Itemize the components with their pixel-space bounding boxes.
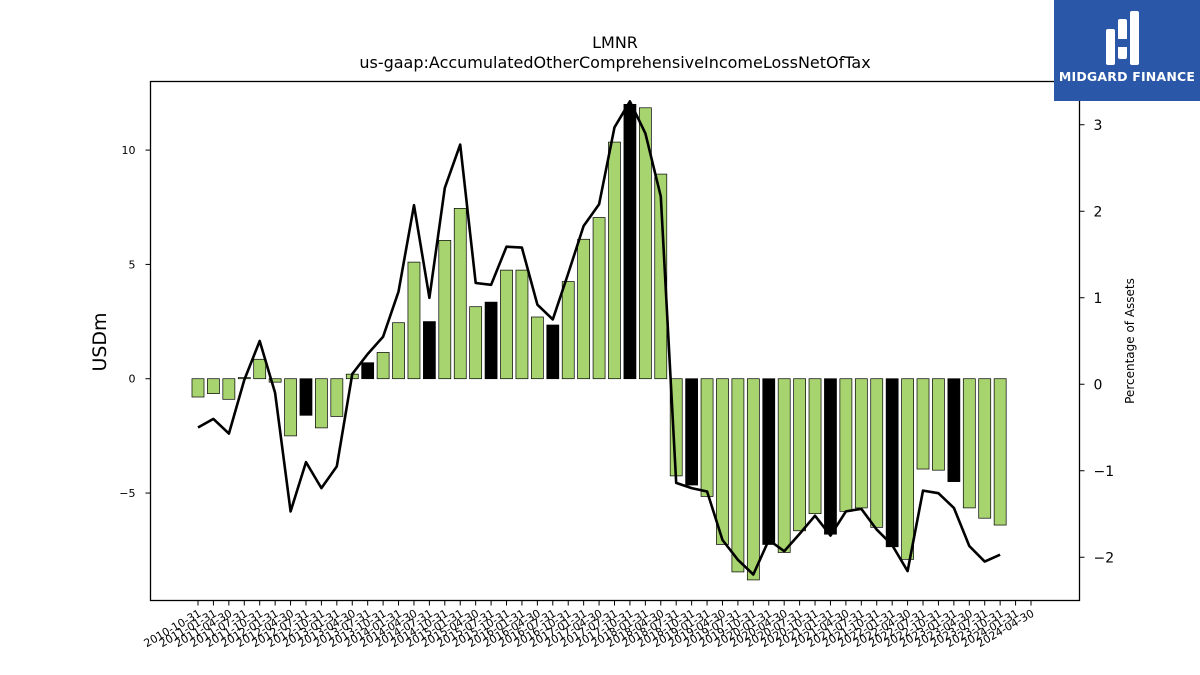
bar-2016-01-31 — [515, 269, 529, 380]
bar-2020-10-31 — [808, 378, 822, 514]
logo-mark-icon — [1106, 11, 1139, 65]
bar-2018-01-31 — [638, 107, 652, 380]
bar-2015-01-31 — [453, 208, 467, 380]
bar-2010-10-31 — [191, 378, 205, 398]
y2-tick-label: −2 — [1094, 550, 1115, 566]
bar-2017-01-31 — [577, 238, 591, 380]
bar-2019-04-30 — [716, 378, 729, 545]
bar-2021-10-31 — [870, 378, 884, 528]
y2-tick-label: −1 — [1094, 464, 1115, 480]
bar-2011-01-31 — [207, 378, 220, 394]
bar-2018-10-31 — [685, 378, 698, 486]
bar-2019-07-31 — [731, 378, 745, 573]
bar-2022-10-31 — [932, 378, 945, 471]
y-tick-label: 0 — [129, 373, 136, 386]
bars-group — [191, 104, 1007, 581]
bar-2012-07-31 — [299, 378, 313, 416]
bar-2014-10-31 — [438, 240, 452, 380]
y-axis-label: USDm — [89, 312, 111, 371]
bar-2013-10-31 — [376, 352, 390, 380]
y2-axis-label: Percentage of Assets — [1123, 278, 1137, 404]
bar-2017-07-31 — [608, 141, 621, 380]
y2-tick-label: 3 — [1094, 118, 1103, 134]
bar-2023-04-30 — [962, 378, 976, 509]
chart-title: LMNR — [592, 33, 638, 52]
bar-2019-10-31 — [746, 378, 760, 581]
bar-2014-07-31 — [423, 321, 436, 380]
bar-2017-10-31 — [623, 104, 637, 380]
chart-subtitle: us-gaap:AccumulatedOtherComprehensiveInc… — [359, 53, 870, 72]
bar-2013-07-31 — [361, 362, 375, 380]
bar-2020-01-31 — [762, 378, 776, 545]
bar-2022-01-31 — [885, 378, 899, 548]
bar-2021-04-30 — [839, 378, 853, 512]
y2-tick-label: 0 — [1094, 377, 1103, 393]
bar-2015-07-31 — [484, 301, 498, 380]
bar-2014-01-31 — [392, 322, 405, 380]
line-group — [197, 100, 1001, 576]
bar-2022-04-30 — [901, 378, 914, 560]
bar-2018-04-30 — [654, 173, 668, 380]
bar-2023-01-31 — [947, 378, 961, 482]
company-logo: MIDGARD FINANCE — [1054, 0, 1200, 101]
bar-2012-01-31 — [268, 378, 282, 383]
bar-2022-07-31 — [916, 378, 930, 470]
bar-2016-04-30 — [531, 316, 544, 380]
bar-2012-04-30 — [284, 378, 297, 437]
bar-2017-04-30 — [592, 217, 606, 380]
bar-2015-04-30 — [469, 306, 483, 380]
bar-2020-04-30 — [777, 378, 791, 553]
bar-2023-07-31 — [978, 378, 992, 519]
percentage-of-assets-line — [197, 100, 1001, 576]
bar-2013-01-31 — [330, 378, 344, 417]
bar-2021-01-31 — [824, 378, 837, 535]
bar-2014-04-30 — [407, 261, 421, 380]
bar-2011-04-30 — [222, 378, 236, 400]
bar-2012-10-31 — [315, 378, 328, 429]
bar-2020-07-31 — [793, 378, 806, 532]
y-tick-label: −5 — [119, 487, 135, 500]
bar-2011-10-31 — [253, 358, 267, 380]
y2-tick-label: 1 — [1094, 291, 1103, 307]
bar-2021-07-31 — [854, 378, 868, 509]
plot-frame — [149, 80, 1081, 602]
y2-tick-label: 2 — [1094, 204, 1103, 220]
logo-text: MIDGARD FINANCE — [1058, 69, 1196, 84]
bar-2019-01-31 — [700, 378, 714, 497]
bar-2016-10-31 — [561, 281, 575, 380]
bar-2023-10-31 — [993, 378, 1007, 526]
y-tick-label: 5 — [129, 258, 136, 271]
bar-2016-07-31 — [546, 324, 560, 380]
bar-2015-10-31 — [500, 269, 513, 380]
y-tick-label: 10 — [122, 144, 136, 157]
